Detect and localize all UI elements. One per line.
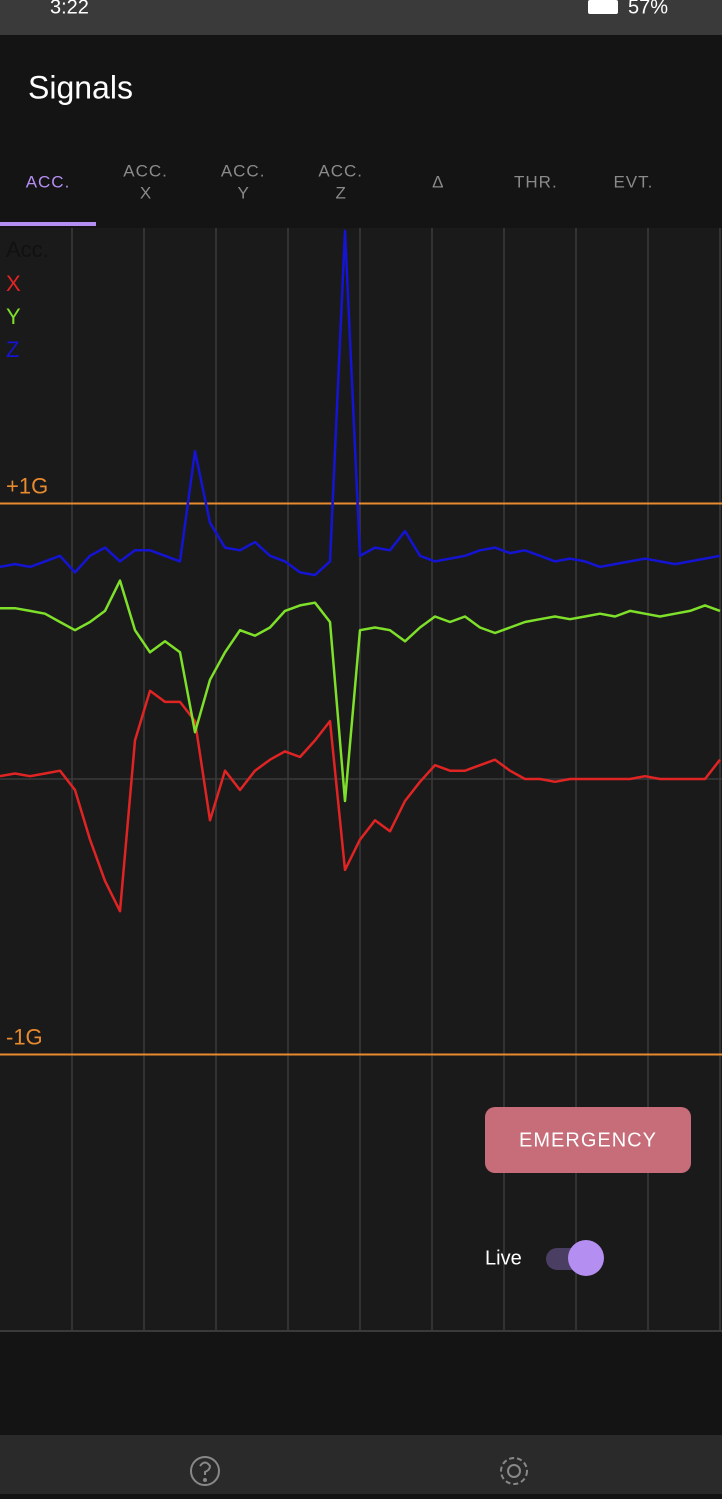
live-toggle-knob[interactable] (568, 1240, 604, 1276)
tab-indicator (0, 222, 96, 226)
battery-icon (588, 0, 618, 14)
tab-sub[interactable]: X (140, 183, 151, 202)
emergency-button[interactable] (485, 1107, 691, 1173)
settings-icon[interactable] (500, 1457, 528, 1485)
status-time: 3:22 (50, 0, 89, 18)
signal-line (0, 689, 721, 913)
legend-entry: Z (6, 337, 19, 362)
bottom-nav (0, 1435, 722, 1494)
tab-sub[interactable]: Y (237, 183, 248, 202)
signal-line (0, 579, 721, 803)
tab-label[interactable]: ACC. (26, 172, 71, 191)
status-battery: 57% (628, 0, 668, 18)
tab-label[interactable]: THR. (514, 172, 558, 191)
legend-entry: X (6, 271, 21, 296)
tab-label[interactable]: ACC. (221, 161, 266, 180)
tab-label[interactable]: Δ (432, 172, 444, 191)
tab-sub[interactable]: Z (336, 183, 346, 202)
legend-title: Acc. (6, 237, 49, 262)
legend-entry: Y (6, 304, 21, 329)
y-tick-label: -1G (6, 1024, 43, 1049)
tab-label[interactable]: ACC. (318, 161, 363, 180)
tab-label[interactable]: EVT. (613, 172, 653, 191)
signal-line (0, 229, 721, 577)
app-title: Signals (28, 69, 133, 105)
live-label: Live (485, 1247, 522, 1269)
y-tick-label: +1G (6, 473, 48, 498)
emergency-label[interactable]: EMERGENCY (519, 1129, 657, 1151)
tab-label[interactable]: ACC. (123, 161, 168, 180)
help-icon[interactable] (190, 1456, 220, 1486)
